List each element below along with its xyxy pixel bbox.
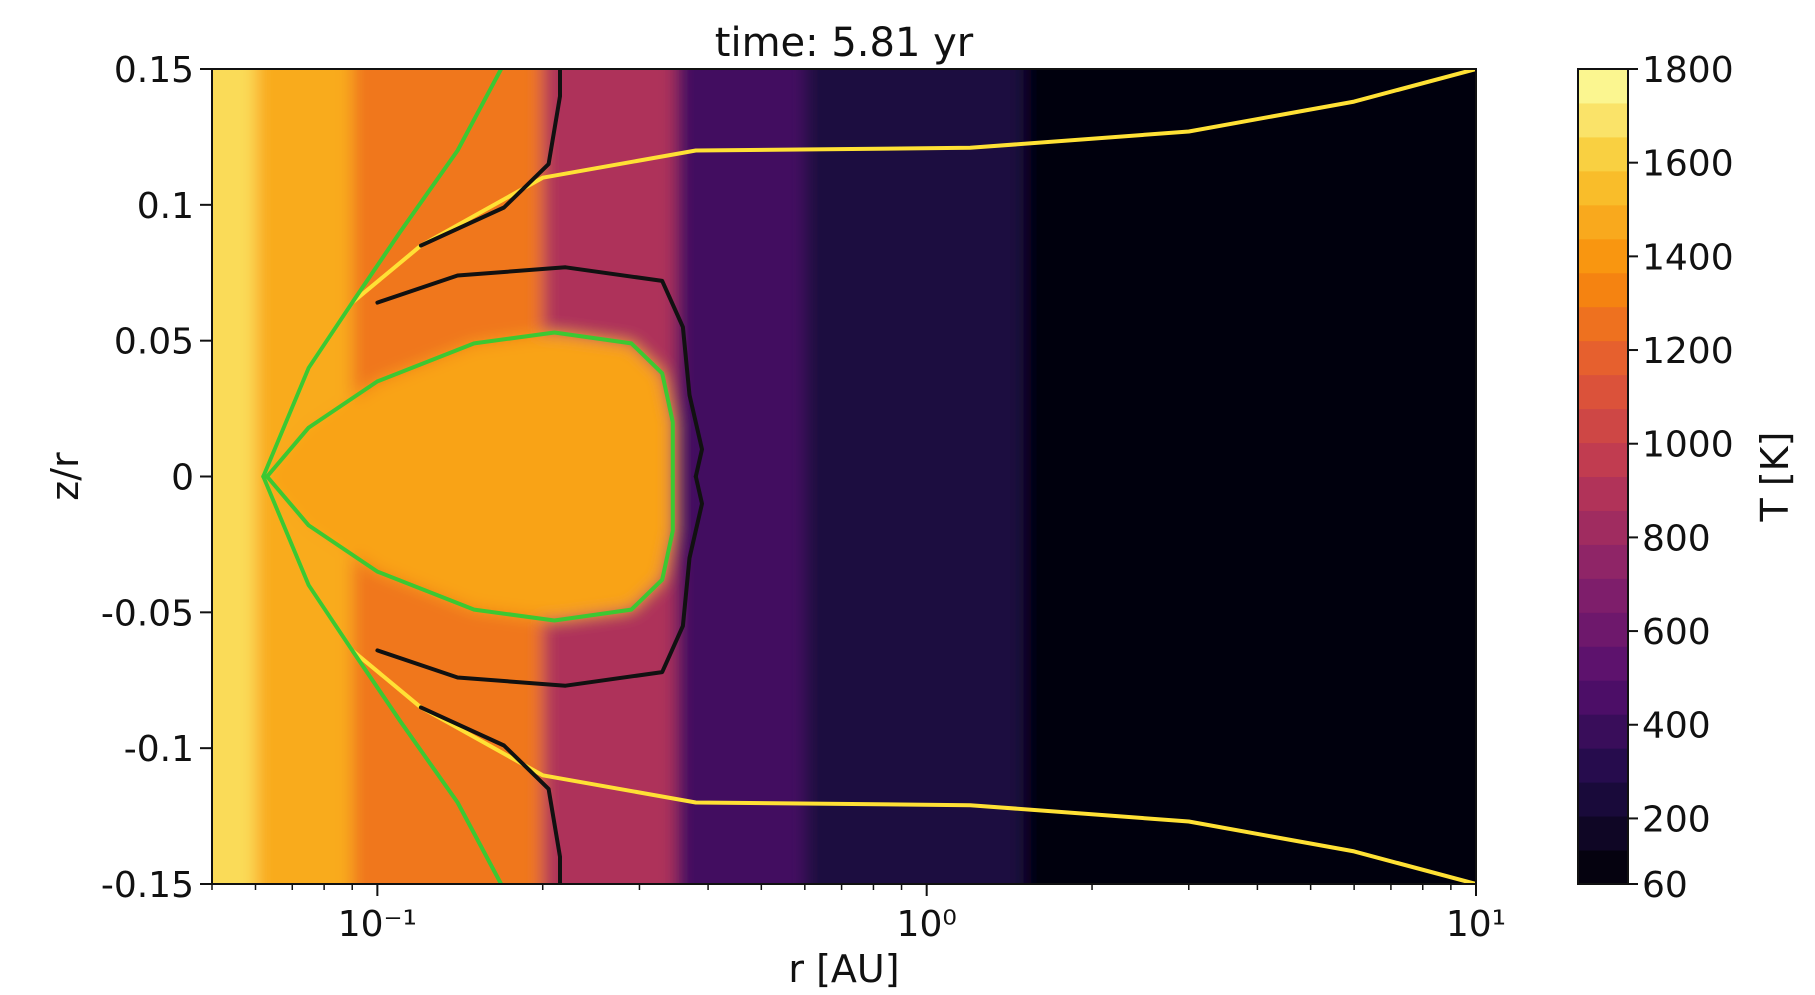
colorbar-level [1578,170,1628,206]
colorbar-tick-label: 1800 [1642,50,1734,91]
contour-line [261,474,504,884]
x-tick-label: 10¹ [1446,904,1506,945]
colorbar-level [1578,476,1628,511]
colorbar-level [1578,272,1628,308]
x-axis: 10⁻¹ 10⁰ 10¹ [211,884,1506,945]
temperature-band [212,69,256,884]
colorbar-level [1578,850,1628,885]
plot-area [212,69,1476,884]
colorbar-level [1578,306,1628,342]
colorbar-tick-label: 200 [1642,799,1711,840]
colorbar-level [1578,340,1628,376]
colorbar-level [1578,136,1628,172]
x-axis-label: r [AU] [788,947,899,991]
colorbar-level [1578,510,1628,545]
y-axis-label: z/r [43,452,87,501]
contour-line [265,474,675,623]
colorbar-tick-label: 800 [1642,518,1711,559]
colorbar: 1800 1600 1400 1200 1000 800 600 400 200 60 [1577,50,1734,906]
temperature-band [1023,69,1476,884]
x-tick-label: 10⁰ [897,904,957,945]
colorbar-level [1578,69,1628,104]
colorbar-level [1578,680,1628,715]
colorbar-level [1578,102,1628,138]
colorbar-level [1578,816,1628,851]
colorbar-frame [1577,68,1629,885]
colorbar-tick-label: 600 [1642,612,1711,653]
colorbar-level [1578,646,1628,681]
colorbar-level [1578,442,1628,477]
colorbar-tick-label: 60 [1642,865,1688,906]
y-tick-label: 0.15 [114,50,194,91]
y-tick-label: 0.05 [114,322,194,363]
temperature-band [804,69,1024,884]
y-tick-label: -0.1 [124,729,194,770]
colorbar-tick-label: 1000 [1642,425,1734,466]
colorbar-level [1578,578,1628,613]
colorbar-label: T [K] [1753,432,1797,523]
contour-lines [261,69,1476,884]
contour-line [375,474,704,688]
colorbar-tick-label: 400 [1642,706,1711,747]
y-tick-label: 0.1 [137,186,194,227]
y-tick-label: 0 [171,458,194,499]
contour-line [375,265,704,479]
colorbar-level [1578,748,1628,783]
contour-line [261,69,504,479]
colorbar-tick-label: 1600 [1642,144,1734,185]
y-tick-label: -0.15 [101,865,194,906]
colorbar-level [1578,714,1628,749]
temperature-field [212,69,1476,884]
colorbar-level [1578,612,1628,647]
hot-midplane-region [267,332,673,621]
colorbar-level [1578,544,1628,579]
y-axis: 0.15 0.1 0.05 0 -0.05 -0.1 -0.15 [101,50,212,906]
colorbar-tick-label: 1200 [1642,331,1734,372]
colorbar-level [1578,782,1628,817]
y-tick-label: -0.05 [101,593,194,634]
colorbar-level [1578,204,1628,240]
contour-line [418,705,562,884]
chart-title: time: 5.81 yr [715,20,974,66]
contour-line [418,69,562,248]
colorbar-level [1578,374,1628,410]
colorbar-tick-label: 1400 [1642,237,1734,278]
colorbar-level [1578,238,1628,274]
contour-line [265,330,675,479]
colorbar-level [1578,408,1628,444]
x-tick-label: 10⁻¹ [338,904,417,945]
